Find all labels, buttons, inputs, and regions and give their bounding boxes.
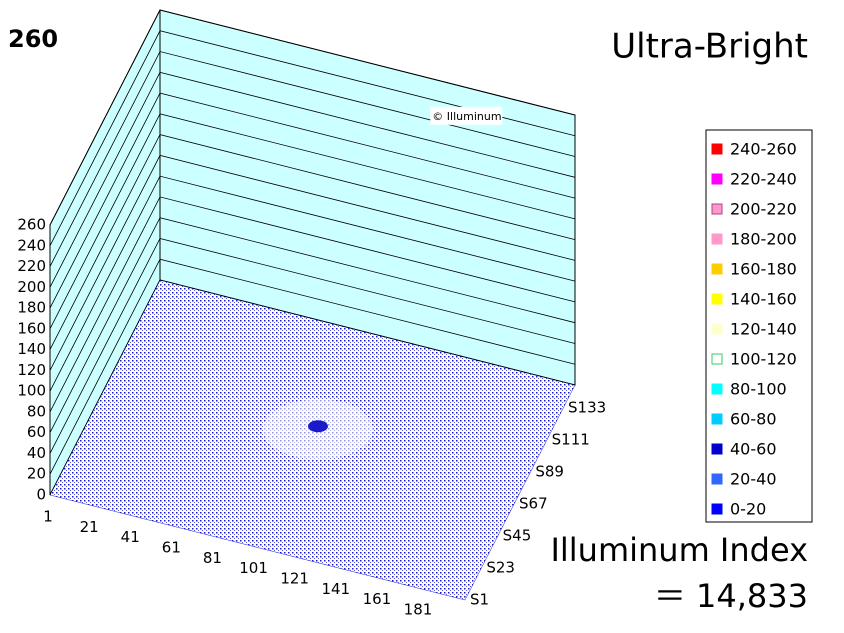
y-tick-label: 60 (27, 423, 46, 441)
legend-label: 20-40 (730, 470, 777, 489)
z-tick-label: S89 (535, 463, 564, 481)
grid-line (49, 9, 576, 226)
legend-label: 0-20 (730, 500, 766, 519)
grid-line (49, 196, 576, 413)
y-tick-label: 220 (17, 257, 46, 275)
legend-swatch (711, 443, 723, 455)
x-tick-label: 121 (280, 570, 309, 588)
x-tick-label: 141 (321, 580, 350, 598)
legend-swatch (711, 233, 723, 245)
z-tick-label: S133 (568, 399, 606, 417)
grid-line (49, 92, 576, 309)
legend-label: 140-160 (730, 290, 797, 309)
legend-swatch (711, 203, 723, 215)
corner-label: 260 (8, 25, 58, 53)
x-tick-label: 81 (203, 549, 222, 567)
y-tick-label: 80 (27, 402, 46, 420)
legend-box (705, 129, 813, 523)
chart-title: Ultra-Bright (611, 27, 808, 67)
z-tick-label: S1 (470, 591, 489, 609)
y-tick-label: 260 (17, 216, 46, 234)
x-tick-label: 101 (239, 559, 268, 577)
legend-swatch (711, 293, 723, 305)
y-tick-label: 200 (17, 278, 46, 296)
z-tick-label: S23 (486, 559, 515, 577)
legend-label: 60-80 (730, 410, 777, 429)
watermark: © Illuminum (432, 110, 501, 123)
legend-label: 120-140 (730, 320, 797, 339)
y-tick-label: 20 (27, 465, 46, 483)
legend-label: 40-60 (730, 440, 777, 459)
y-tick-label: 180 (17, 299, 46, 317)
grid-line (49, 30, 576, 246)
grid-line (49, 279, 576, 496)
y-tick-label: 140 (17, 340, 46, 358)
x-tick-label: 61 (162, 539, 181, 557)
index-label: Illuminum Index (550, 531, 808, 569)
y-tick-label: 0 (36, 486, 46, 504)
legend-label: 240-260 (730, 140, 797, 159)
legend-swatch (711, 353, 723, 365)
legend-swatch (711, 413, 723, 425)
legend-label: 160-180 (730, 260, 797, 279)
x-tick-label: 41 (121, 528, 140, 546)
peak (308, 420, 328, 433)
y-tick-label: 100 (17, 382, 46, 400)
legend-label: 220-240 (730, 170, 797, 189)
z-tick-label: S45 (503, 527, 532, 545)
legend-swatch (711, 383, 723, 395)
grid-line (49, 217, 576, 433)
grid-line (49, 154, 576, 371)
grid-line (49, 237, 576, 454)
x-tick-label: 161 (363, 590, 392, 608)
index-value: ＝ 14,833 (654, 577, 808, 615)
y-tick-label: 160 (17, 319, 46, 337)
grid-line (49, 175, 576, 392)
legend-swatch (711, 323, 723, 335)
legend-swatch (711, 173, 723, 185)
x-tick-label: 1 (43, 508, 53, 526)
legend-swatch (711, 473, 723, 485)
grid-line (49, 113, 576, 330)
x-tick-label: 21 (80, 518, 99, 536)
grid-line (49, 134, 576, 350)
legend-swatch (711, 143, 723, 155)
x-tick-label: 181 (404, 601, 433, 619)
grid-line (49, 258, 576, 475)
watermark-box (430, 106, 503, 125)
y-tick-label: 240 (17, 236, 46, 254)
y-tick-label: 40 (27, 444, 46, 462)
legend-label: 180-200 (730, 230, 797, 249)
legend-swatch (711, 263, 723, 275)
legend-swatch (711, 503, 723, 515)
y-tick-label: 120 (17, 361, 46, 379)
legend-label: 80-100 (730, 380, 787, 399)
z-tick-label: S111 (552, 431, 590, 449)
z-tick-label: S67 (519, 495, 548, 513)
legend-label: 100-120 (730, 350, 797, 369)
grid-line (49, 71, 576, 288)
legend-label: 200-220 (730, 200, 797, 219)
